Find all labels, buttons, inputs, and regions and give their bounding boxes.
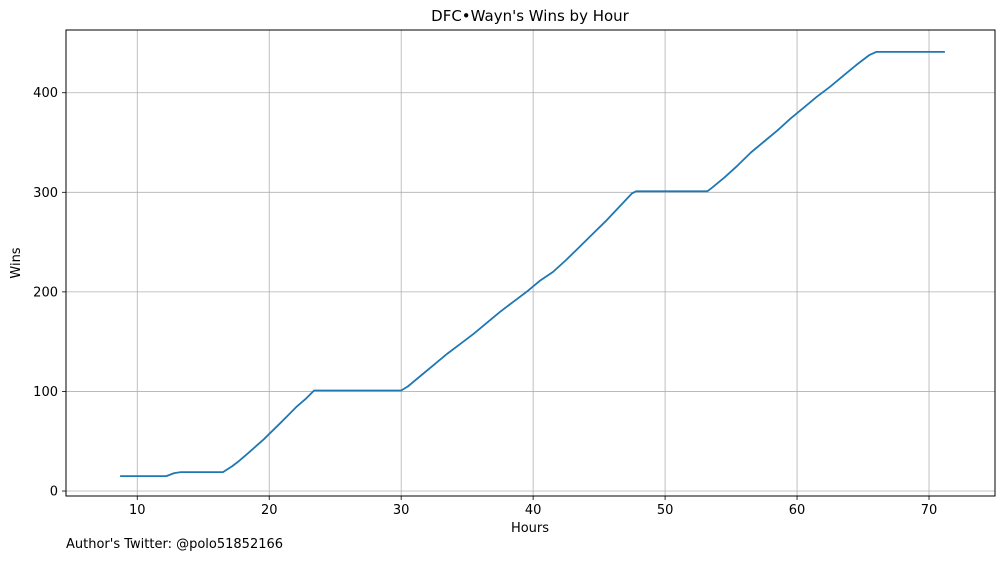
wins-line: [120, 51, 945, 478]
y-tick-label: 200: [33, 285, 58, 300]
plot-frame: [65, 29, 996, 497]
x-tick-label: 60: [789, 503, 806, 518]
grid: [66, 30, 995, 496]
x-tick-label: 30: [393, 503, 410, 518]
line-layer: [120, 51, 945, 478]
author-credit: Author's Twitter: @polo51852166: [66, 537, 284, 552]
x-tick-label: 70: [921, 503, 938, 518]
chart-title: DFC•Wayn's Wins by Hour: [431, 7, 630, 25]
y-tick-label: 400: [33, 86, 58, 101]
x-tick-label: 20: [261, 503, 278, 518]
x-tick-label: 40: [525, 503, 542, 518]
y-tick-label: 100: [33, 385, 58, 400]
x-tick-label: 10: [129, 503, 146, 518]
y-tick-label: 0: [50, 485, 58, 500]
x-axis-label: Hours: [511, 521, 549, 536]
y-tick-label: 300: [33, 186, 58, 201]
ticks: 10 20 30 40 50 60 70 0 100 200 300 400: [33, 86, 937, 518]
y-axis-label: Wins: [9, 247, 24, 278]
x-tick-label: 50: [657, 503, 674, 518]
